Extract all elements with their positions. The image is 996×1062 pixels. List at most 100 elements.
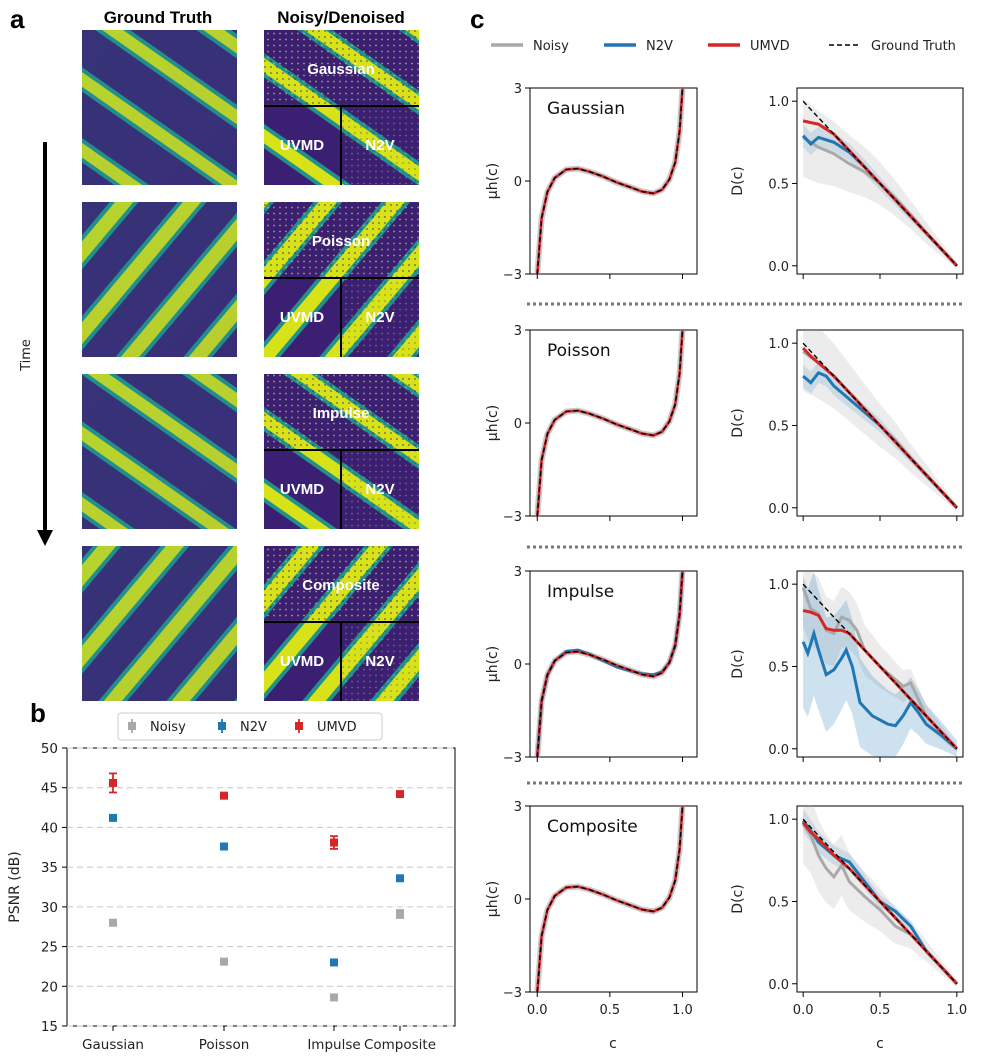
y-tick-label: 0 [514, 658, 522, 673]
legend-label: Noisy [150, 720, 186, 735]
y-tick-label: 0.5 [768, 660, 789, 675]
d-ground-truth-line [802, 583, 958, 750]
panel-letter-b: b [30, 698, 46, 728]
mu-ground-truth-line [536, 806, 684, 992]
d-ground-truth-line [802, 818, 958, 985]
y-axis-label: PSNR (dB) [7, 851, 23, 922]
y-tick-label: 3 [514, 800, 522, 815]
x-tick-label: 0.5 [600, 1003, 621, 1018]
noise-type-label: Poisson [312, 233, 370, 250]
legend-label: UMVD [317, 720, 357, 735]
mu-ground-truth-line [536, 571, 684, 757]
data-point [109, 813, 117, 822]
time-arrow-head [37, 530, 53, 546]
d-axis-label: D(c) [730, 649, 746, 678]
y-tick-label: 1.0 [768, 337, 789, 352]
y-tick-label: 0.0 [768, 260, 789, 275]
noise-type-label: Gaussian [307, 61, 375, 78]
data-point [220, 957, 228, 966]
legend: Noisy N2V UMVD Ground Truth [491, 39, 956, 54]
mu-axis-label: μh(c) [485, 405, 501, 441]
panel-a-tiles: Gaussian UVMD N2V Poisson UVMD N2V Impulse UVMD… [82, 30, 419, 701]
panel-b-psnr-chart: 15 20 25 30 35 40 45 50 Gaussian Poisson Impulse Co… [7, 712, 456, 1053]
noise-type-label: Gaussian [547, 99, 625, 119]
noise-type-label: Composite [547, 817, 638, 837]
data-point [330, 993, 338, 1002]
y-tick-label: 0.5 [768, 895, 789, 910]
legend-label: Ground Truth [871, 39, 956, 54]
y-tick-label: 20 [41, 979, 58, 995]
x-tick-label: Composite [364, 1037, 436, 1053]
legend-label: UMVD [750, 39, 790, 54]
legend: Noisy N2V UMVD [117, 712, 383, 741]
column-header-ground-truth: Ground Truth [104, 8, 213, 27]
y-tick-label: 0 [514, 417, 522, 432]
panel-c-curves: Noisy N2V UMVD Ground Truth 3 0 −3 μh(c) Gaussia… [485, 39, 967, 1052]
curve-row: 3 0 −3 μh(c) Poisson 1.0 0.5 0.0 D(c) [485, 324, 964, 525]
d-n2v-line [801, 628, 958, 750]
plot-frame [66, 747, 456, 1027]
y-tick-label: −3 [503, 268, 522, 283]
mu-axis-label: μh(c) [485, 163, 501, 199]
y-tick-label: 50 [41, 741, 58, 757]
x-tick-label: Gaussian [82, 1037, 144, 1053]
y-tick-label: 1.0 [768, 578, 789, 593]
x-tick-label: 0.5 [870, 1003, 891, 1018]
y-tick-label: 1.0 [768, 95, 789, 110]
data-point [330, 838, 338, 847]
y-tick-label: 30 [41, 900, 58, 916]
y-tick-label: −3 [503, 986, 522, 1001]
y-tick-label: 0 [514, 175, 522, 190]
noise-type-label: Poisson [547, 341, 611, 361]
data-point [220, 842, 228, 851]
x-axis-label: c [609, 1036, 617, 1052]
curve-row: 3 0 −3 0.0 0.5 1.0 μh(c) Composite 1.0 0.5 0.0 0.0 0… [485, 800, 968, 1018]
curve-row: 3 0 −3 μh(c) Gaussian 1.0 0.5 0.0 D(c) [485, 82, 964, 283]
legend-marker [295, 722, 303, 730]
data-point [109, 918, 117, 927]
y-tick-label: 3 [514, 82, 522, 97]
data-point [396, 910, 404, 919]
noisy-denoised-tile: Poisson UVMD N2V [264, 202, 419, 357]
d-n2v-band [803, 362, 957, 510]
noise-type-label: Impulse [547, 582, 614, 602]
x-axis-label: c [876, 1036, 884, 1052]
data-point [396, 790, 404, 799]
d-ground-truth-line [802, 100, 958, 267]
y-tick-label: 3 [514, 324, 522, 339]
y-tick-label: 35 [41, 860, 58, 876]
n2v-label: N2V [365, 653, 394, 670]
noisy-denoised-tile: Gaussian UVMD N2V [264, 30, 419, 185]
y-tick-label: −3 [503, 510, 522, 525]
ground-truth-tile [82, 202, 237, 357]
data-point [330, 958, 338, 967]
data-point [396, 874, 404, 883]
d-axis-label: D(c) [730, 408, 746, 437]
noisy-denoised-tile: Impulse UVMD N2V [264, 374, 419, 529]
panel-letter-a: a [10, 4, 25, 34]
y-tick-label: 40 [41, 820, 58, 836]
y-tick-label: 0 [514, 893, 522, 908]
y-tick-label: 15 [41, 1019, 58, 1035]
column-header-noisy-denoised: Noisy/Denoised [277, 8, 405, 27]
x-tick-label: Impulse [307, 1037, 360, 1053]
legend-marker [128, 722, 136, 730]
legend-marker [218, 722, 226, 730]
uvmd-label: UVMD [280, 481, 324, 498]
panel-letter-c: c [470, 4, 484, 34]
legend-label: Noisy [533, 39, 569, 54]
d-axis-label: D(c) [730, 166, 746, 195]
noisy-denoised-tile: Composite UVMD N2V [264, 546, 419, 701]
n2v-label: N2V [365, 137, 394, 154]
uvmd-label: UVMD [280, 653, 324, 670]
x-tick-label: 1.0 [947, 1003, 968, 1018]
d-ground-truth-line [802, 342, 958, 509]
y-tick-label: 0.0 [768, 502, 789, 517]
legend-box [117, 712, 383, 741]
data-point [220, 791, 228, 800]
y-tick-label: 45 [41, 781, 58, 797]
mu-ground-truth-line [536, 330, 684, 516]
y-tick-label: 1.0 [768, 813, 789, 828]
legend-label: N2V [240, 720, 267, 735]
